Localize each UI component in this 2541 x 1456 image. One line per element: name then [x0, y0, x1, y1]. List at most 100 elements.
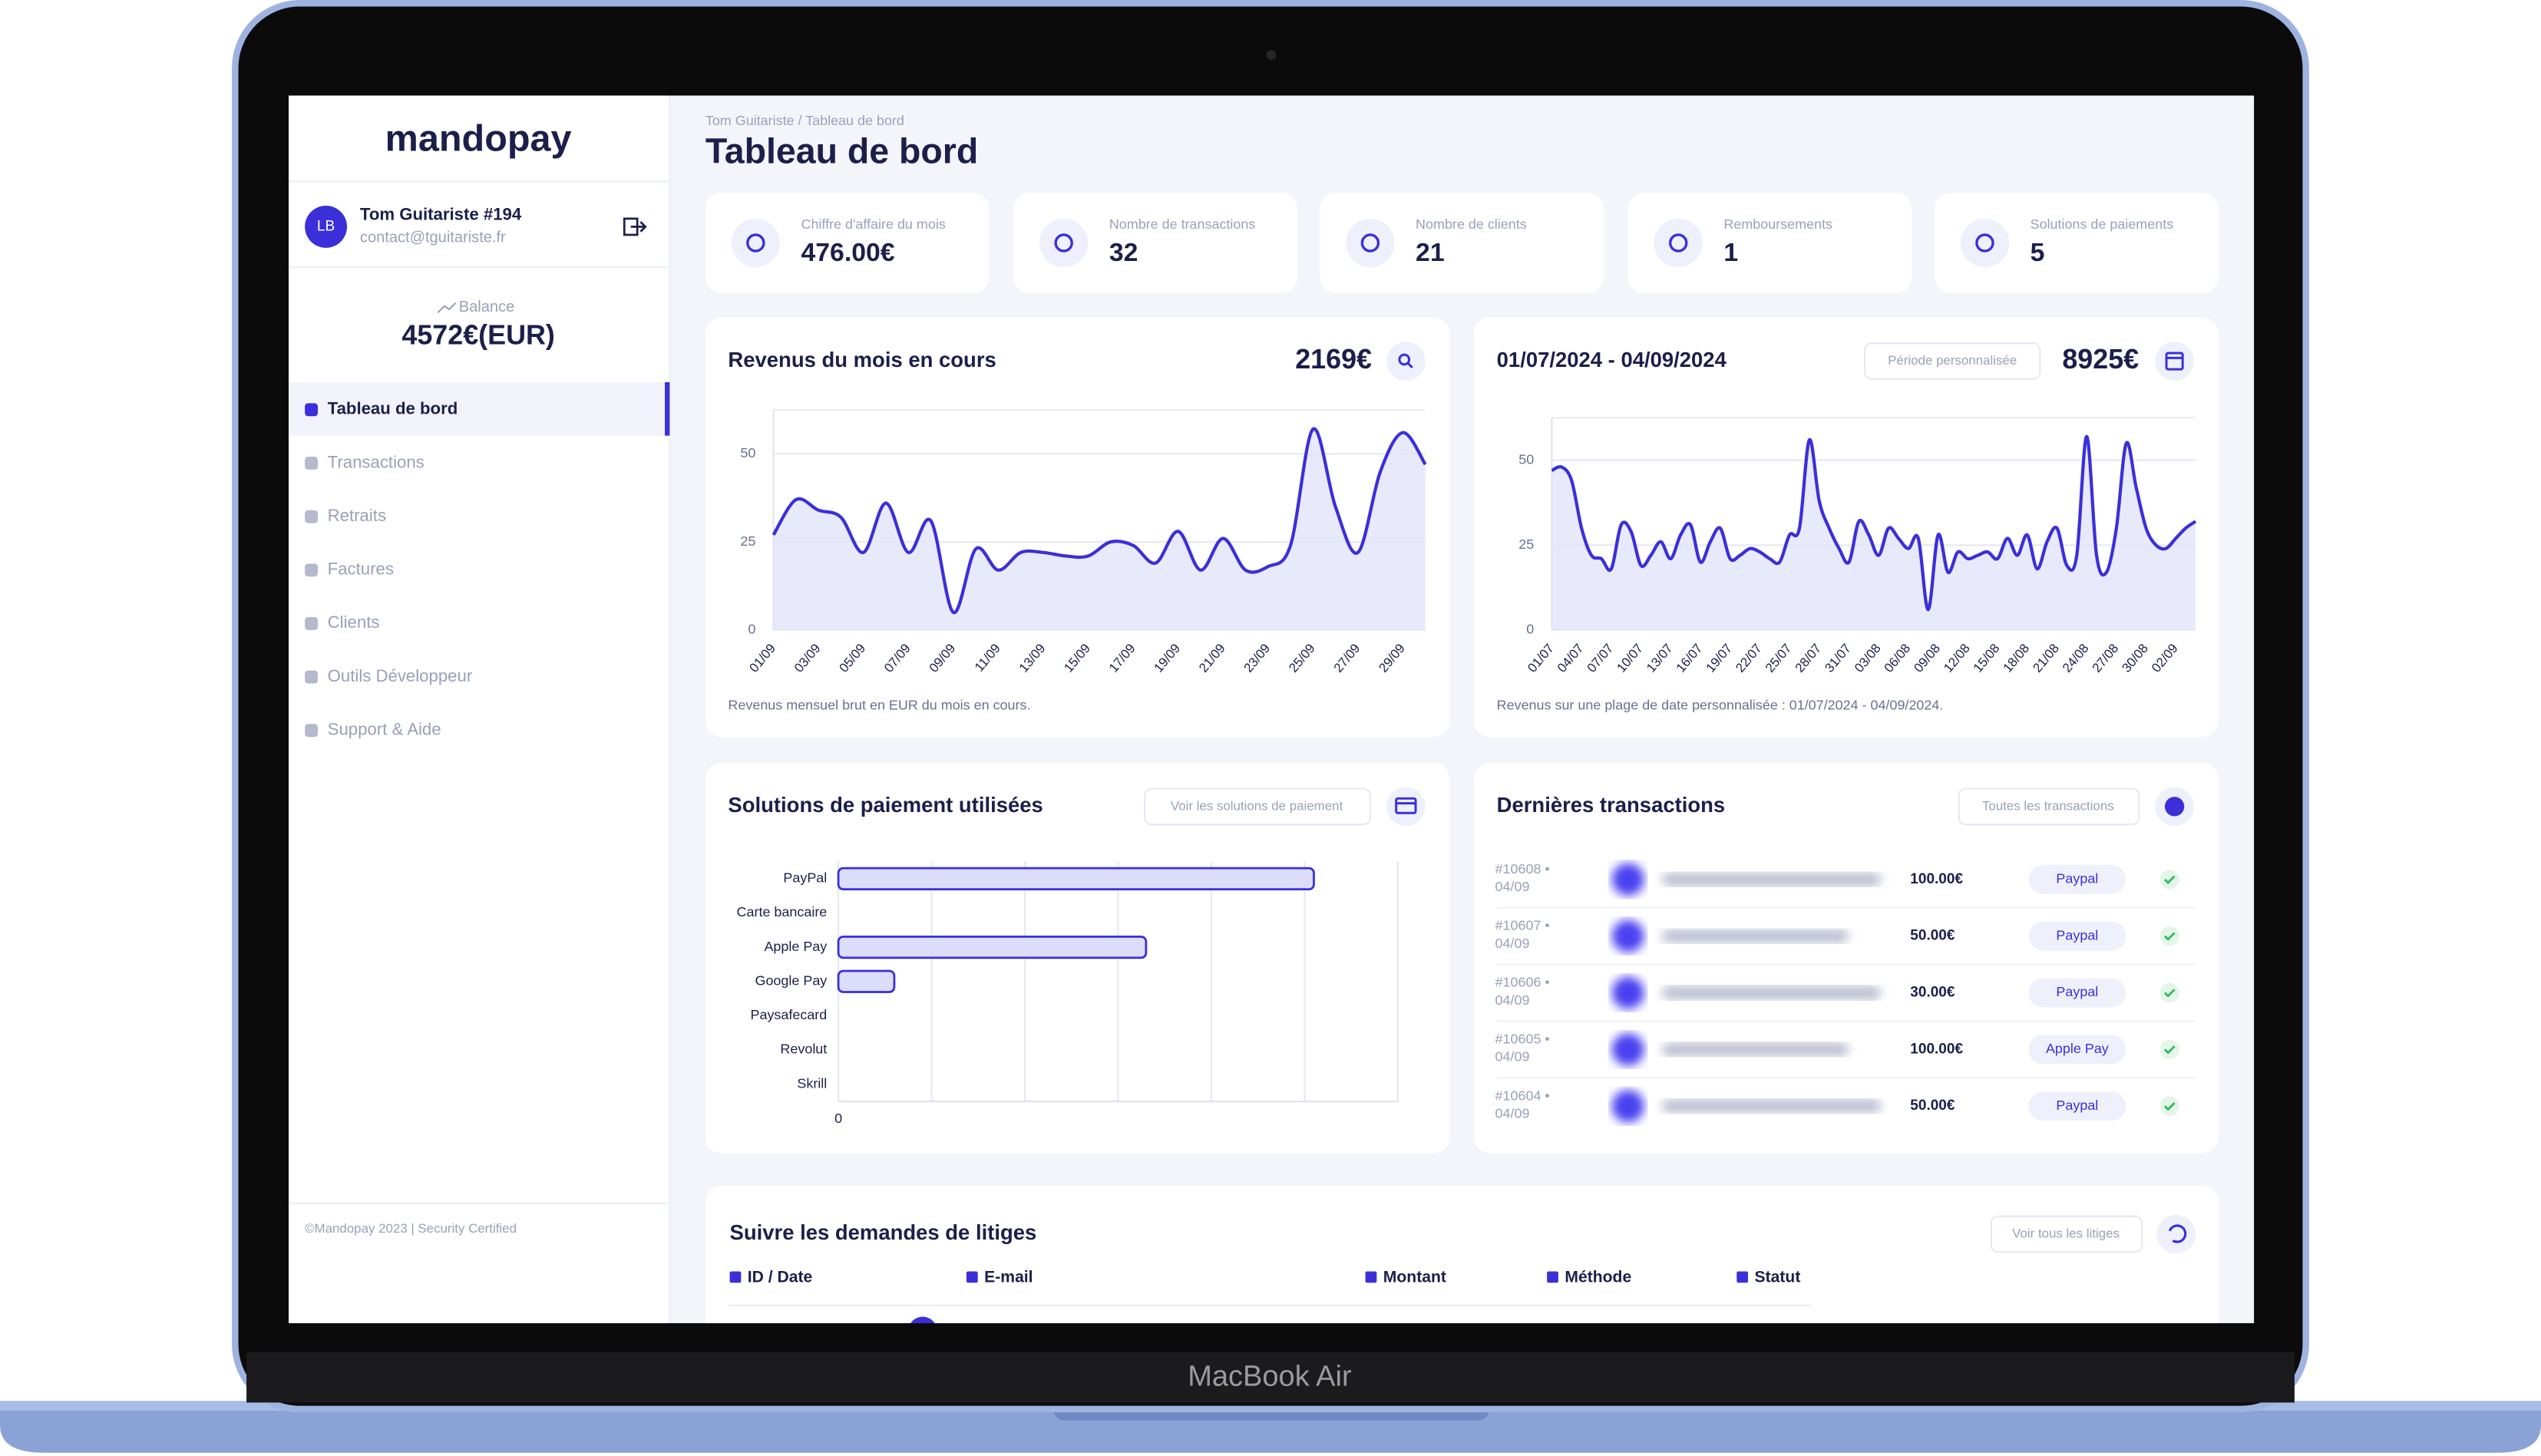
method-pill	[2028, 921, 2126, 951]
transaction-amount: 50.00€	[1910, 1098, 1955, 1114]
y-tick-label: Carte bancaire	[737, 904, 828, 919]
period-button-label[interactable]: Période personnalisée	[1888, 353, 2017, 368]
transaction-id: #10607 •	[1495, 918, 1550, 933]
calendar-button[interactable]	[2155, 342, 2194, 381]
column-icon	[1736, 1271, 1749, 1283]
avatar	[305, 205, 348, 248]
chart-caption: Revenus sur une plage de date personnali…	[1497, 698, 1944, 713]
solutions-button-label[interactable]: Voir les solutions de paiement	[1171, 798, 1343, 813]
column-icon	[729, 1271, 742, 1283]
stat-value: 1	[1723, 238, 1738, 267]
area	[773, 428, 1426, 630]
nav-item[interactable]: Tableau de bord	[328, 399, 458, 418]
blurred-avatar	[1611, 1033, 1644, 1066]
transaction-date: 04/09	[1495, 1049, 1530, 1065]
all-transactions-label[interactable]: Toutes les transactions	[1982, 798, 2114, 813]
card-total: 2169€	[1295, 344, 1372, 375]
transaction-method: Paypal	[2056, 927, 2098, 943]
chart-caption: Revenus mensuel brut en EUR du mois en c…	[728, 698, 1030, 713]
nav-icon[interactable]	[305, 563, 319, 577]
stat-icon	[1054, 233, 1073, 253]
transaction-id: #10606 •	[1495, 975, 1550, 990]
balance-label: Balance	[459, 299, 514, 315]
card-title: 01/07/2024 - 04/09/2024	[1497, 348, 1727, 371]
blurred-email	[1662, 873, 1882, 886]
column-icon	[1365, 1271, 1377, 1283]
bar	[837, 867, 1315, 890]
line	[772, 427, 1427, 615]
y-tick-label: 25	[740, 533, 755, 549]
column-icon	[966, 1271, 978, 1283]
y-tick-label: Skrill	[797, 1075, 827, 1091]
nav-icon[interactable]	[305, 403, 319, 417]
status-icon	[2159, 1039, 2179, 1060]
x-tick-label: 0	[834, 1111, 842, 1126]
balance-icon	[437, 302, 457, 313]
footer: ©Mandopay 2023 | Security Certified	[305, 1221, 517, 1236]
blurred-avatar	[1611, 863, 1644, 896]
transaction-amount: 50.00€	[1910, 928, 1955, 944]
period-button[interactable]	[1864, 342, 2041, 380]
card-title: Dernières transactions	[1497, 793, 1726, 817]
avatar-initials: LB	[317, 218, 335, 234]
stat-label: Solutions de paiements	[2030, 216, 2174, 232]
search-button[interactable]	[1386, 342, 1426, 381]
stat-label: Remboursements	[1723, 216, 1832, 232]
stat-icon	[1360, 233, 1380, 253]
laptop-chin	[246, 1352, 2295, 1403]
column-header: ID / Date	[748, 1268, 813, 1286]
y-tick-label: PayPal	[783, 870, 827, 886]
stat-icon	[1975, 233, 1994, 253]
stat-value: 5	[2030, 238, 2045, 267]
stat-card	[1934, 193, 2219, 293]
nav-item[interactable]: Outils Développeur	[328, 666, 473, 685]
laptop-chin-cover	[288, 1322, 2255, 1352]
nav-item[interactable]: Clients	[328, 612, 380, 632]
disputes-button-label[interactable]: Voir tous les litiges	[2012, 1226, 2120, 1240]
status-check	[2163, 932, 2176, 941]
blurred-avatar	[1611, 1090, 1644, 1123]
stat-icon-bg	[1039, 218, 1089, 268]
undo-button[interactable]	[2156, 1214, 2196, 1254]
status-check	[2163, 875, 2176, 884]
nav-icon[interactable]	[305, 510, 319, 523]
user-name: Tom Guitariste #194	[360, 205, 522, 224]
stat-label: Chiffre d'affaire du mois	[801, 216, 945, 232]
transaction-method: Paypal	[2056, 984, 2098, 999]
nav-item[interactable]: Factures	[328, 560, 394, 579]
card	[705, 1185, 2219, 1340]
nav-item[interactable]: Retraits	[328, 506, 386, 525]
nav-item[interactable]: Support & Aide	[328, 720, 441, 739]
logout-button[interactable]	[623, 217, 647, 236]
stat-value: 476.00€	[801, 238, 894, 267]
disputes-button[interactable]	[1990, 1215, 2143, 1253]
nav-icon[interactable]	[305, 616, 319, 630]
brand-logo[interactable]: mandopay	[385, 117, 572, 159]
blurred-avatar	[1611, 976, 1644, 1009]
breadcrumb[interactable]: Tom Guitariste / Tableau de bord	[705, 113, 904, 128]
transaction-id: #10608 •	[1495, 861, 1550, 877]
card	[1474, 317, 2219, 738]
status-icon	[2159, 1096, 2179, 1116]
stat-label: Nombre de clients	[1416, 216, 1527, 232]
transaction-amount: 30.00€	[1910, 985, 1955, 1001]
nav-item[interactable]: Transactions	[328, 452, 425, 471]
camera	[1266, 50, 1277, 61]
stat-icon-bg	[1654, 218, 1703, 268]
stat-label: Nombre de transactions	[1109, 216, 1256, 232]
card-button[interactable]	[1386, 787, 1426, 827]
card	[705, 317, 1450, 738]
nav-icon[interactable]	[305, 457, 319, 470]
column-header: Méthode	[1565, 1268, 1631, 1286]
nav-icon[interactable]	[305, 724, 319, 738]
status-icon	[2159, 870, 2179, 890]
nav-icon[interactable]	[305, 670, 319, 684]
all-transactions-button[interactable]	[1958, 787, 2140, 826]
y-tick-label: 50	[740, 445, 755, 461]
dollar-button[interactable]	[2155, 787, 2194, 827]
solutions-button[interactable]	[1144, 787, 1371, 826]
line	[1551, 434, 2197, 612]
blurred-email	[1662, 1042, 1849, 1056]
y-tick-label: 25	[1518, 537, 1534, 552]
